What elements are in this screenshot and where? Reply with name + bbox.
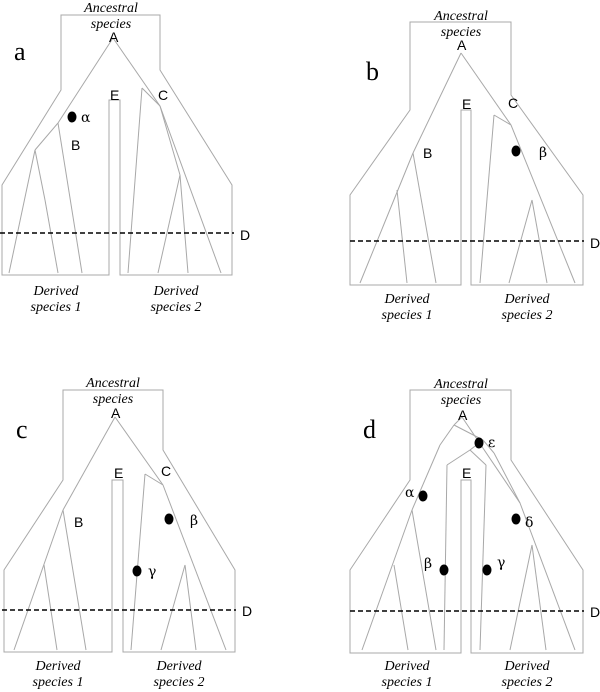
event-dot xyxy=(511,513,521,525)
node-c-label: C xyxy=(161,463,171,479)
node-e-label: E xyxy=(110,87,119,103)
panel-letter: c xyxy=(16,415,28,444)
node-d-label: D xyxy=(240,227,250,243)
derived-species-1-label: Derived xyxy=(383,659,430,674)
ancestral-label: Ancestral xyxy=(433,377,488,392)
event-beta-label: β xyxy=(190,513,198,529)
node-a-label: A xyxy=(111,405,121,421)
derived-species-1-label: species 1 xyxy=(33,675,84,690)
ancestral-label: species xyxy=(441,25,482,40)
panel-b: b Ancestral species A B C E D β Derived … xyxy=(349,9,600,323)
node-e-label: E xyxy=(462,96,471,112)
event-dot xyxy=(164,513,174,525)
gene-tree xyxy=(8,37,222,274)
event-dot xyxy=(418,490,428,502)
derived-species-1-label: species 1 xyxy=(31,300,82,315)
node-c-label: C xyxy=(508,95,518,111)
ancestral-label: species xyxy=(441,393,482,408)
panel-letter: a xyxy=(14,37,26,66)
derived-species-2-label: Derived xyxy=(152,284,199,299)
node-b-label: B xyxy=(74,514,83,530)
panel-d: d Ancestral species A E D xyxy=(349,377,600,690)
species-outline xyxy=(1,14,233,276)
event-gamma-label: γ xyxy=(148,564,156,580)
node-c-label: C xyxy=(158,87,168,103)
species-outline xyxy=(349,21,584,286)
node-d-label: D xyxy=(590,604,600,620)
derived-species-2-label: Derived xyxy=(503,292,550,307)
derived-species-1-label: species 1 xyxy=(382,308,433,323)
gene-tree xyxy=(361,416,576,651)
node-e-label: E xyxy=(114,465,123,481)
species-outline xyxy=(349,389,584,654)
derived-species-2-label: species 2 xyxy=(151,300,202,315)
ancestral-label: species xyxy=(93,392,134,407)
event-alpha-label: α xyxy=(405,485,415,501)
event-dot xyxy=(511,145,521,157)
derived-species-2-label: species 2 xyxy=(154,675,205,690)
derived-species-1-label: Derived xyxy=(32,284,79,299)
derived-species-2-label: Derived xyxy=(155,659,202,674)
derived-species-1-label: Derived xyxy=(34,659,81,674)
ancestral-label: Ancestral xyxy=(83,1,138,16)
event-beta-label: β xyxy=(424,556,432,572)
event-dot xyxy=(132,565,142,577)
gene-tree xyxy=(359,52,576,284)
gene-tree xyxy=(13,416,227,651)
event-alpha-label: α xyxy=(81,110,91,126)
event-beta-label: β xyxy=(539,145,547,161)
ancestral-label: Ancestral xyxy=(433,9,488,24)
event-dot xyxy=(439,564,449,576)
ancestral-label: Ancestral xyxy=(85,376,140,391)
ancestral-label: species xyxy=(91,17,132,32)
event-dot xyxy=(67,111,77,123)
panel-c: c Ancestral species A B C E D β γ Derive… xyxy=(2,376,252,690)
panel-a: a Ancestral species A B C E D α Derived … xyxy=(0,1,250,315)
node-a-label: A xyxy=(458,407,468,423)
derived-species-2-label: species 2 xyxy=(502,675,553,690)
node-b-label: B xyxy=(71,137,80,153)
panel-letter: d xyxy=(363,415,376,444)
event-gamma-label: γ xyxy=(497,555,505,571)
node-d-label: D xyxy=(242,603,252,619)
event-delta-label: δ xyxy=(525,515,533,531)
derived-species-2-label: species 2 xyxy=(502,308,553,323)
derived-species-1-label: Derived xyxy=(383,292,430,307)
event-dot xyxy=(474,437,484,449)
node-b-label: B xyxy=(423,145,432,161)
event-dot xyxy=(482,564,492,576)
derived-species-1-label: species 1 xyxy=(382,675,433,690)
node-a-label: A xyxy=(457,37,467,53)
node-a-label: A xyxy=(109,29,119,45)
species-outline xyxy=(3,389,236,653)
event-epsilon-label: ε xyxy=(488,435,495,451)
panel-letter: b xyxy=(366,57,379,86)
node-e-label: E xyxy=(462,465,471,481)
derived-species-2-label: Derived xyxy=(503,659,550,674)
node-d-label: D xyxy=(590,235,600,251)
